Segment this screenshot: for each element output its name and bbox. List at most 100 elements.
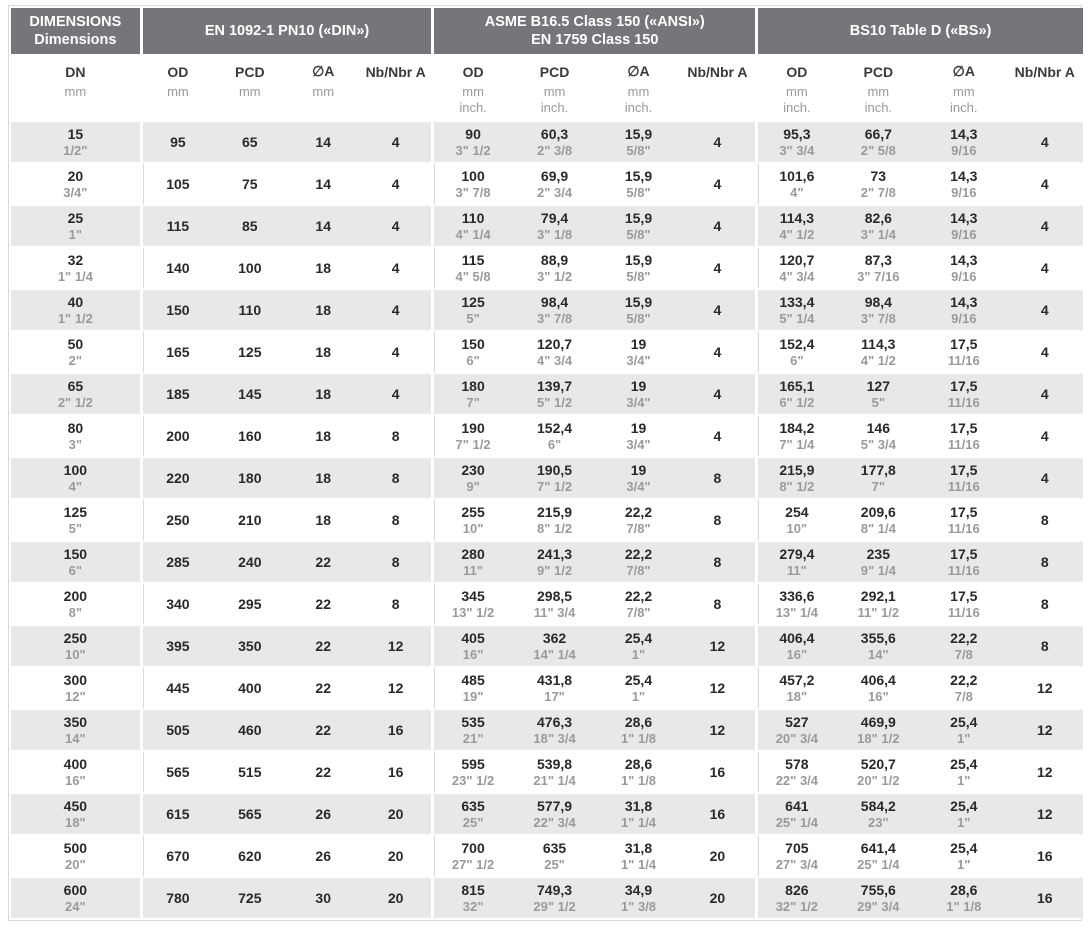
- cell-value: 4": [68, 479, 83, 494]
- unit-cell: mm inch.: [921, 82, 1007, 120]
- cell-value: 460: [238, 721, 262, 738]
- din-od-cell: 615: [139, 792, 214, 834]
- cell-value: 22,2: [624, 504, 653, 520]
- cell-value: 520,7: [860, 756, 896, 772]
- bs-pcd-cell: 66,7 2" 5/8: [835, 120, 922, 162]
- cell-value: 22: [315, 553, 331, 570]
- dn-cell: 50 2": [11, 330, 140, 372]
- cell-value: 4: [1040, 133, 1049, 150]
- bs-pcd-cell: 641,4 25" 1/4: [835, 834, 922, 876]
- col-header-od: OD: [755, 54, 836, 82]
- cell-value: 3/4": [63, 185, 88, 200]
- cell-value: 5/8": [626, 143, 651, 158]
- cell-value: 298,5: [537, 588, 573, 604]
- ansi-nb-cell: 4: [679, 120, 756, 162]
- din-dia-cell: 22: [286, 666, 360, 708]
- bs-pcd-cell: 209,6 8" 1/4: [835, 498, 922, 540]
- cell-value: 180: [238, 469, 262, 486]
- cell-value: 209,6: [860, 504, 896, 520]
- din-dia-cell: 22: [286, 582, 360, 624]
- cell-value: 4: [713, 133, 722, 150]
- cell-value: 22" 3/4: [775, 773, 819, 788]
- bs-dia-cell: 17,5 11/16: [921, 582, 1007, 624]
- din-dia-cell: 22: [286, 540, 360, 582]
- cell-value: 1" 1/8: [946, 899, 982, 914]
- cell-value: 450: [63, 798, 88, 814]
- cell-value: 145: [238, 385, 262, 402]
- cell-value: 11/16: [947, 605, 980, 620]
- cell-value: 215,9: [537, 504, 573, 520]
- unit-inch: inch.: [459, 100, 487, 115]
- cell-value: 3" 1/2: [455, 143, 491, 158]
- cell-value: 22" 3/4: [533, 815, 576, 830]
- din-pcd-cell: 110: [213, 288, 287, 330]
- col-header-od: OD: [431, 54, 512, 82]
- cell-value: 635: [542, 840, 567, 856]
- cell-value: 220: [166, 469, 190, 486]
- cell-value: 3/4": [626, 479, 651, 494]
- dn-cell: 400 16": [11, 750, 140, 792]
- cell-value: 7/8: [954, 647, 973, 662]
- cell-value: 22: [315, 679, 331, 696]
- dn-cell: 80 3": [11, 414, 140, 456]
- dn-cell: 350 14": [11, 708, 140, 750]
- cell-value: 21" 1/4: [533, 773, 576, 788]
- cell-value: 25,4: [950, 840, 978, 856]
- cell-value: 34,9: [624, 882, 653, 898]
- ansi-od-cell: 280 11": [431, 540, 512, 582]
- cell-value: 152,4: [537, 420, 573, 436]
- cell-value: 395: [166, 637, 190, 654]
- ansi-od-cell: 595 23" 1/2: [431, 750, 512, 792]
- cell-value: 18: [315, 427, 331, 444]
- cell-value: 14: [315, 175, 331, 192]
- ansi-dia-cell: 25,4 1": [597, 624, 680, 666]
- din-dia-cell: 14: [286, 204, 360, 246]
- cell-value: 230: [461, 462, 485, 478]
- unit-inch: inch.: [950, 100, 978, 115]
- cell-value: 4: [391, 217, 400, 234]
- cell-value: 80: [67, 420, 84, 436]
- din-pcd-cell: 160: [213, 414, 287, 456]
- cell-value: 12: [1036, 763, 1053, 780]
- din-nb-cell: 4: [359, 120, 432, 162]
- din-dia-cell: 18: [286, 498, 360, 540]
- din-dia-cell: 18: [286, 372, 360, 414]
- cell-value: 615: [166, 805, 190, 822]
- cell-value: 20: [709, 889, 726, 906]
- cell-value: 565: [238, 805, 262, 822]
- ansi-pcd-cell: 88,9 3" 1/2: [511, 246, 598, 288]
- ansi-nb-cell: 12: [679, 624, 756, 666]
- cell-value: 100: [63, 462, 88, 478]
- cell-value: 125: [238, 343, 262, 360]
- din-pcd-cell: 65: [213, 120, 287, 162]
- cell-value: 285: [166, 553, 190, 570]
- cell-value: 4" 5/8: [455, 269, 491, 284]
- cell-value: 2" 7/8: [860, 185, 896, 200]
- cell-value: 3" 7/8: [536, 311, 573, 326]
- cell-value: 16: [709, 763, 726, 780]
- cell-value: 139,7: [537, 378, 573, 394]
- bs-nb-cell: 4: [1006, 414, 1083, 456]
- din-nb-cell: 8: [359, 414, 432, 456]
- cell-value: 79,4: [540, 210, 569, 226]
- ansi-pcd-cell: 577,9 22" 3/4: [511, 792, 598, 834]
- cell-value: 90: [465, 126, 481, 142]
- cell-value: 595: [461, 756, 485, 772]
- din-pcd-cell: 460: [213, 708, 287, 750]
- cell-value: 4: [391, 385, 400, 402]
- cell-value: 21": [462, 731, 484, 746]
- cell-value: 6": [790, 353, 804, 368]
- ansi-dia-cell: 15,9 5/8": [597, 288, 680, 330]
- cell-value: 82,6: [864, 210, 892, 226]
- cell-value: 826: [785, 882, 809, 898]
- ansi-nb-cell: 4: [679, 204, 756, 246]
- cell-value: 9/16: [951, 143, 977, 158]
- din-nb-cell: 4: [359, 162, 432, 204]
- cell-value: 12: [709, 679, 726, 696]
- cell-value: 4: [391, 133, 400, 150]
- bs-od-cell: 184,2 7" 1/4: [755, 414, 836, 456]
- cell-value: 8: [391, 511, 400, 528]
- unit-inch: inch.: [783, 100, 811, 115]
- unit-cell: [679, 82, 756, 120]
- cell-value: 8": [68, 605, 83, 620]
